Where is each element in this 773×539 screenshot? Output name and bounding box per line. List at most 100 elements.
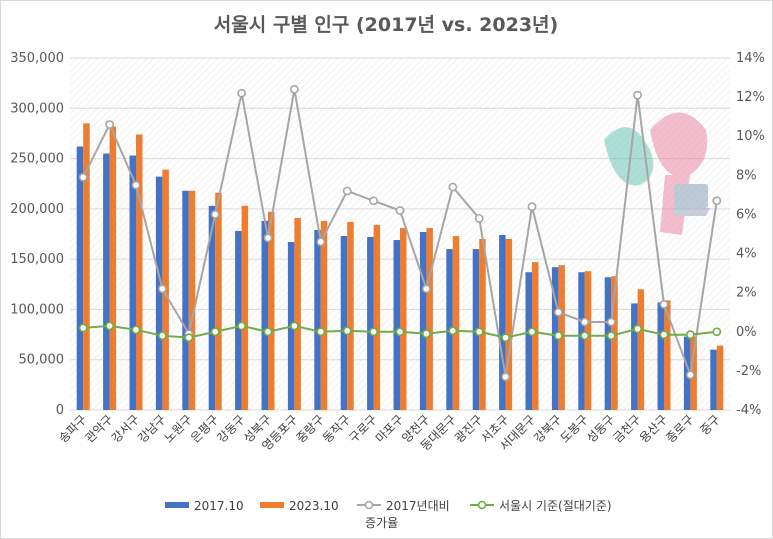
left-axis: 0 50,000 100,000 150,000 200,000 250,000 300,0… bbox=[10, 51, 64, 418]
bar-2017 bbox=[419, 231, 427, 410]
category-label: 금천구 bbox=[610, 412, 644, 446]
bar-2017 bbox=[393, 240, 400, 410]
left-tick-label: 350,000 bbox=[10, 51, 64, 66]
bar-2017 bbox=[314, 229, 321, 410]
right-tick-label: 6% bbox=[736, 207, 757, 222]
seoul-baseline-point bbox=[686, 330, 695, 340]
growth-rate-point bbox=[659, 299, 669, 309]
bar-2023 bbox=[611, 276, 618, 410]
category-label: 중구 bbox=[697, 412, 723, 438]
seoul-baseline-point bbox=[184, 333, 194, 343]
bar-2017 bbox=[525, 272, 532, 410]
seoul-baseline-point bbox=[580, 331, 590, 341]
bar-2017 bbox=[103, 153, 110, 411]
bar-2017 bbox=[235, 230, 242, 410]
bar-2023 bbox=[215, 192, 222, 410]
growth-rate-point bbox=[606, 317, 616, 327]
bar-2017 bbox=[657, 302, 664, 410]
category-label: 은평구 bbox=[188, 412, 221, 445]
growth-rate-point bbox=[289, 84, 299, 94]
bar-2017 bbox=[604, 277, 612, 410]
left-tick-label: 200,000 bbox=[10, 202, 64, 217]
growth-rate-point bbox=[78, 172, 88, 182]
category-label: 광진구 bbox=[452, 412, 485, 445]
bar-2023 bbox=[241, 205, 249, 410]
growth-rate-point bbox=[342, 186, 352, 196]
growth-rate-point bbox=[395, 206, 405, 215]
legend-swatch bbox=[165, 502, 189, 508]
right-tick-label: -4% bbox=[736, 403, 761, 418]
left-tick-label: 250,000 bbox=[10, 152, 64, 167]
seoul-baseline-point bbox=[369, 327, 378, 337]
legend-marker bbox=[364, 500, 374, 510]
growth-rate-point bbox=[554, 307, 563, 317]
bar-2023 bbox=[716, 345, 724, 410]
left-tick-label: 50,000 bbox=[19, 353, 65, 368]
category-label: 강서구 bbox=[109, 412, 142, 445]
bar-2017 bbox=[710, 349, 717, 410]
bar-2023 bbox=[268, 211, 275, 410]
category-label: 강북구 bbox=[531, 412, 564, 445]
seoul-baseline-point bbox=[237, 321, 246, 331]
growth-rate-point bbox=[448, 182, 458, 192]
bar-2017 bbox=[367, 237, 374, 410]
bar-2017 bbox=[631, 303, 638, 410]
bar-2023 bbox=[637, 289, 645, 410]
bar-2023 bbox=[294, 217, 301, 410]
seoul-baseline-point bbox=[554, 331, 563, 341]
category-label: 종로구 bbox=[663, 412, 696, 445]
seoul-baseline-point bbox=[659, 330, 669, 340]
seoul-baseline-point bbox=[448, 326, 458, 336]
growth-rate-point bbox=[633, 90, 642, 100]
bar-2017 bbox=[155, 176, 163, 410]
legend-swatch bbox=[260, 502, 284, 508]
bar-2023 bbox=[400, 227, 407, 410]
bar-2023 bbox=[109, 126, 117, 410]
category-label: 동작구 bbox=[320, 412, 353, 445]
bar-2023 bbox=[452, 236, 460, 410]
seoul-baseline-point bbox=[527, 327, 537, 337]
growth-rate-point bbox=[237, 88, 246, 98]
seoul-baseline-point bbox=[395, 327, 405, 337]
seoul-baseline-point bbox=[606, 331, 616, 341]
seoul-baseline-point bbox=[421, 329, 431, 339]
right-tick-label: 12% bbox=[736, 90, 765, 105]
left-tick-label: 100,000 bbox=[10, 302, 64, 317]
seoul-baseline-point bbox=[474, 327, 484, 337]
seoul-baseline-point bbox=[342, 326, 352, 336]
chart-title: 서울시 구별 인구 (2017년 vs. 2023년) bbox=[214, 14, 558, 36]
growth-rate-point bbox=[210, 210, 220, 219]
bar-2023 bbox=[532, 262, 539, 410]
legend-marker bbox=[477, 500, 487, 510]
category-label: 성동구 bbox=[584, 412, 617, 445]
right-tick-label: 4% bbox=[736, 247, 757, 262]
category-label: 마포구 bbox=[373, 412, 406, 445]
category-label: 도봉구 bbox=[558, 412, 591, 445]
seoul-baseline-point bbox=[131, 325, 141, 335]
seoul-baseline-point bbox=[712, 327, 722, 337]
growth-rate-point bbox=[131, 180, 141, 190]
bar-2017 bbox=[340, 236, 348, 410]
right-tick-label: 8% bbox=[736, 168, 757, 183]
category-label: 관악구 bbox=[82, 412, 115, 445]
left-tick-label: 300,000 bbox=[10, 101, 64, 116]
seoul-baseline-point bbox=[210, 327, 220, 337]
growth-rate-point bbox=[580, 317, 590, 327]
growth-rate-point bbox=[686, 370, 695, 380]
legend-label: 2017년대비 bbox=[386, 499, 450, 513]
bar-2023 bbox=[136, 134, 143, 411]
bar-2017 bbox=[76, 146, 84, 410]
category-label: 강남구 bbox=[135, 412, 168, 445]
bar-2023 bbox=[347, 221, 354, 410]
category-label: 노원구 bbox=[162, 412, 195, 445]
growth-rate-point bbox=[474, 213, 484, 223]
right-tick-label: 10% bbox=[736, 129, 765, 144]
growth-rate-point bbox=[316, 237, 326, 247]
bar-2023 bbox=[664, 300, 671, 410]
bar-2017 bbox=[208, 205, 216, 410]
bar-2023 bbox=[373, 224, 381, 410]
category-label: 용산구 bbox=[637, 412, 670, 445]
bar-2023 bbox=[505, 239, 513, 410]
